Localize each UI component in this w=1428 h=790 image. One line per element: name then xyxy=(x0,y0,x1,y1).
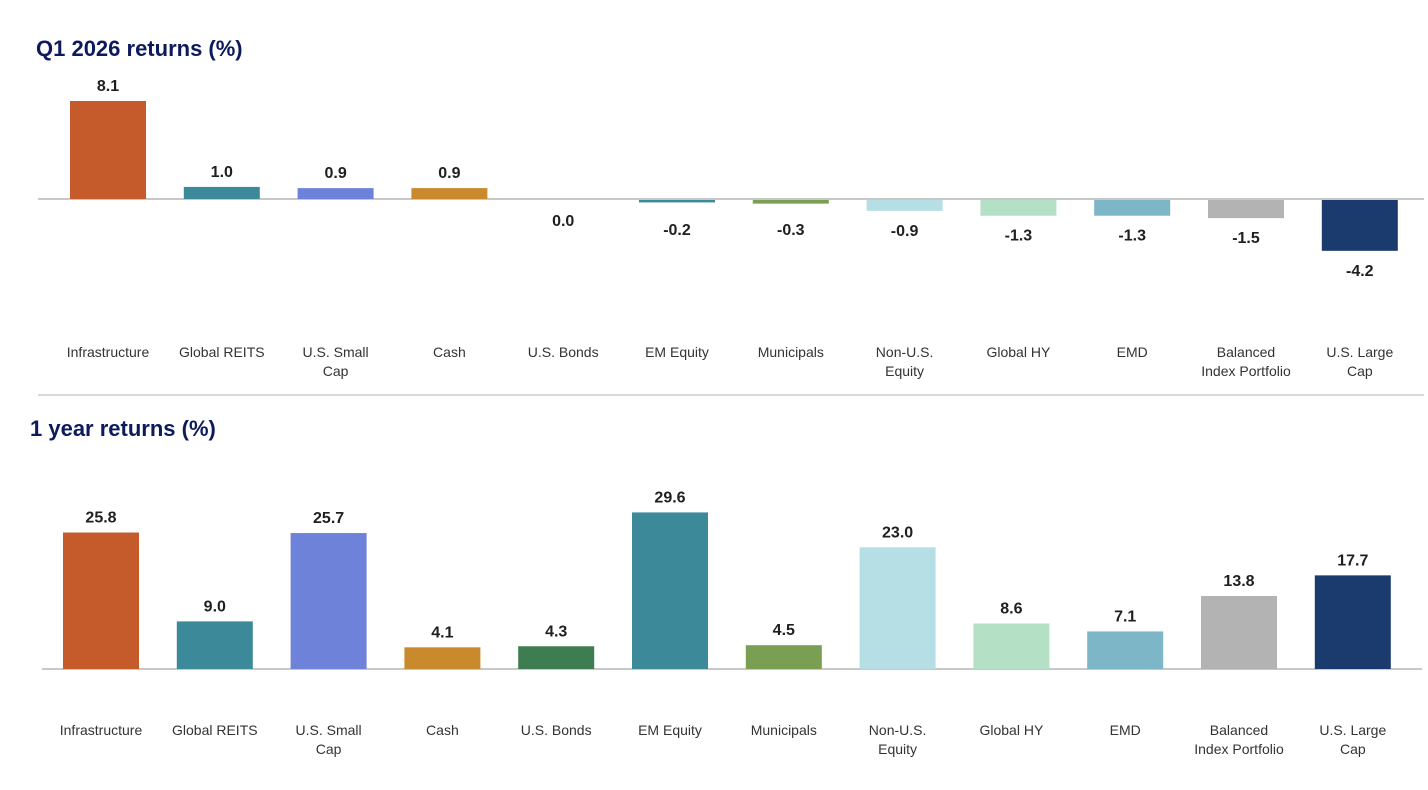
bar xyxy=(411,188,488,199)
data-label: -1.3 xyxy=(1005,228,1033,245)
data-label: -0.2 xyxy=(663,222,691,239)
chart-title-q1: Q1 2026 returns (%) xyxy=(36,36,243,61)
tick-label: Cash xyxy=(433,344,466,360)
bar xyxy=(632,512,708,669)
chart-title-1y: 1 year returns (%) xyxy=(30,416,216,441)
tick-label: Infrastructure xyxy=(60,722,143,738)
data-label: 0.9 xyxy=(438,165,460,182)
data-label: 8.1 xyxy=(97,78,119,95)
tick-label: Global HY xyxy=(979,722,1043,738)
bar xyxy=(980,200,1057,216)
tick-label: Balanced Index Portfolio xyxy=(1201,344,1291,379)
tick-label: Cash xyxy=(426,722,459,738)
data-label: -0.9 xyxy=(891,223,919,240)
tick-label: U.S. Bonds xyxy=(528,344,599,360)
data-label: 8.6 xyxy=(1000,601,1022,618)
tick-label: U.S. Bonds xyxy=(521,722,592,738)
bar xyxy=(176,621,253,669)
data-label: 25.7 xyxy=(313,510,344,527)
tick-label: EMD xyxy=(1117,344,1148,360)
bar xyxy=(1201,595,1277,669)
bar xyxy=(297,188,374,199)
bar xyxy=(1087,631,1164,669)
data-label: 23.0 xyxy=(882,524,913,541)
data-label: -4.2 xyxy=(1346,263,1374,280)
bar xyxy=(404,647,481,669)
tick-label: Non-U.S. Equity xyxy=(869,722,927,757)
bar xyxy=(183,186,260,199)
tick-label: U.S. Small Cap xyxy=(296,722,362,757)
tick-label: U.S. Large Cap xyxy=(1326,344,1393,379)
chart-q1-returns: 8.1 Infrastructure 1.0 Global REITS 0.9 U.S. … xyxy=(38,78,1424,379)
bar xyxy=(1314,575,1391,669)
bar xyxy=(1208,200,1284,219)
bar xyxy=(866,200,943,211)
data-label: 0.0 xyxy=(552,213,574,230)
tick-label: Municipals xyxy=(758,344,824,360)
data-label: 25.8 xyxy=(85,510,116,527)
tick-label: EMD xyxy=(1110,722,1141,738)
data-label: -1.5 xyxy=(1232,230,1260,247)
section-divider xyxy=(38,394,1424,396)
bar xyxy=(745,645,822,669)
data-label: 4.1 xyxy=(431,624,453,641)
data-label: 13.8 xyxy=(1223,573,1254,590)
data-label: -0.3 xyxy=(777,222,805,239)
bar xyxy=(63,532,139,669)
bar xyxy=(859,547,936,669)
tick-label: EM Equity xyxy=(645,344,709,360)
data-label: 29.6 xyxy=(654,489,685,506)
tick-label: Municipals xyxy=(751,722,817,738)
tick-label: Global REITS xyxy=(172,722,258,738)
data-label: 4.5 xyxy=(773,622,795,639)
tick-label: U.S. Large Cap xyxy=(1319,722,1386,757)
bar xyxy=(639,200,715,203)
data-label: 0.9 xyxy=(324,165,346,182)
bar xyxy=(1321,200,1398,251)
bar xyxy=(70,100,146,199)
bar xyxy=(973,623,1050,669)
data-label: -1.3 xyxy=(1118,228,1146,245)
bar xyxy=(290,533,367,669)
data-label: 9.0 xyxy=(204,598,226,615)
data-label: 1.0 xyxy=(211,164,233,181)
tick-label: U.S. Small Cap xyxy=(303,344,369,379)
tick-label: Balanced Index Portfolio xyxy=(1194,722,1284,757)
tick-label: Global HY xyxy=(986,344,1050,360)
data-label: 17.7 xyxy=(1337,552,1368,569)
tick-label: EM Equity xyxy=(638,722,702,738)
bar xyxy=(752,200,829,204)
bar xyxy=(518,646,595,669)
data-label: 7.1 xyxy=(1114,608,1136,625)
bar xyxy=(1094,200,1171,216)
data-label: 4.3 xyxy=(545,623,567,640)
tick-label: Non-U.S. Equity xyxy=(876,344,934,379)
tick-label: Infrastructure xyxy=(67,344,150,360)
tick-label: Global REITS xyxy=(179,344,265,360)
